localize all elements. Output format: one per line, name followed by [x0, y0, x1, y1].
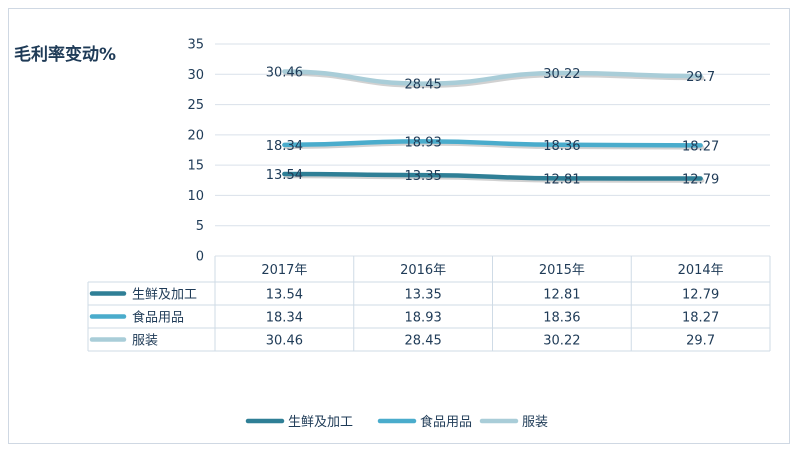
legend-label: 服装 — [522, 415, 548, 430]
y-tick-label: 5 — [196, 219, 204, 234]
data-label: 13.35 — [405, 169, 442, 184]
series-line — [282, 171, 703, 181]
series-line — [282, 69, 703, 86]
table-row-label: 食品用品 — [132, 310, 184, 326]
data-label: 12.81 — [543, 172, 580, 187]
y-tick-label: 10 — [187, 189, 204, 204]
data-label: 18.93 — [405, 135, 442, 150]
data-label: 18.27 — [682, 139, 719, 154]
y-tick-label: 15 — [187, 159, 204, 174]
x-tick-label: 2015年 — [539, 263, 585, 278]
data-label: 30.46 — [266, 65, 303, 80]
chart-title: 毛利率变动% — [14, 45, 117, 65]
table-cell: 28.45 — [405, 334, 442, 349]
table-cell: 18.27 — [682, 311, 719, 326]
y-tick-label: 35 — [187, 38, 204, 53]
table-row-label: 生鲜及加工 — [132, 288, 197, 303]
legend-label: 食品用品 — [420, 414, 472, 430]
table-cell: 30.46 — [266, 334, 303, 349]
y-tick-label: 0 — [196, 250, 204, 265]
table-row-label: 服装 — [132, 334, 158, 349]
data-label: 18.34 — [266, 139, 303, 154]
table-cell: 13.35 — [405, 288, 442, 303]
x-tick-label: 2014年 — [678, 263, 724, 278]
data-label: 12.79 — [682, 173, 719, 188]
table-cell: 13.54 — [266, 288, 303, 303]
data-label: 30.22 — [543, 67, 580, 82]
table-cell: 18.36 — [543, 311, 580, 326]
y-tick-label: 20 — [187, 128, 204, 143]
table-cell: 18.93 — [405, 311, 442, 326]
table-cell: 18.34 — [266, 311, 303, 326]
table-cell: 30.22 — [543, 334, 580, 349]
data-label: 29.7 — [686, 70, 715, 85]
y-tick-label: 30 — [187, 68, 204, 83]
table-cell: 12.79 — [682, 288, 719, 303]
x-tick-label: 2016年 — [400, 263, 446, 278]
table-cell: 29.7 — [686, 334, 715, 349]
x-tick-label: 2017年 — [261, 263, 307, 278]
data-label: 18.36 — [543, 139, 580, 154]
y-tick-label: 25 — [187, 98, 204, 113]
data-label: 28.45 — [405, 78, 442, 93]
series-line — [282, 139, 703, 148]
data-label: 13.54 — [266, 168, 303, 183]
legend-label: 生鲜及加工 — [288, 415, 353, 430]
table-cell: 12.81 — [543, 288, 580, 303]
